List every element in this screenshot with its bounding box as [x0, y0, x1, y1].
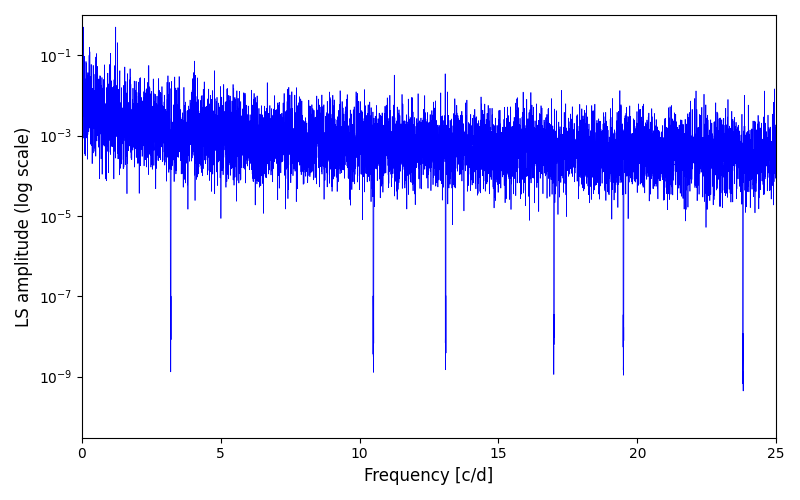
Y-axis label: LS amplitude (log scale): LS amplitude (log scale) [15, 126, 33, 326]
X-axis label: Frequency [c/d]: Frequency [c/d] [364, 467, 494, 485]
